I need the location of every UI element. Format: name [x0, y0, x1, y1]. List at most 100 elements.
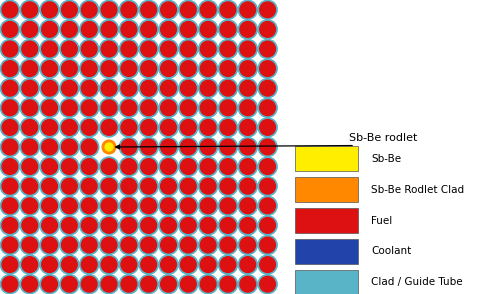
Circle shape [20, 255, 40, 274]
Circle shape [238, 216, 258, 235]
Circle shape [80, 39, 99, 59]
Circle shape [180, 41, 196, 57]
Circle shape [101, 80, 117, 96]
Circle shape [40, 20, 59, 39]
Circle shape [60, 137, 79, 157]
Circle shape [101, 120, 117, 135]
Circle shape [260, 218, 276, 233]
Circle shape [20, 0, 40, 19]
Circle shape [60, 78, 79, 98]
Circle shape [82, 41, 97, 57]
Circle shape [160, 178, 176, 194]
Circle shape [240, 139, 256, 155]
Circle shape [2, 100, 18, 116]
Circle shape [0, 78, 20, 98]
Circle shape [260, 257, 276, 273]
Circle shape [180, 159, 196, 174]
Text: Clad / Guide Tube: Clad / Guide Tube [371, 277, 462, 287]
Circle shape [141, 139, 156, 155]
Circle shape [62, 120, 77, 135]
Circle shape [160, 237, 176, 253]
Circle shape [159, 98, 178, 117]
Circle shape [218, 137, 238, 157]
Circle shape [139, 98, 158, 117]
Circle shape [240, 198, 256, 214]
Circle shape [119, 216, 139, 235]
Circle shape [240, 100, 256, 116]
Circle shape [60, 20, 79, 39]
Circle shape [40, 118, 59, 137]
Circle shape [240, 276, 256, 292]
Circle shape [42, 21, 58, 37]
Circle shape [101, 2, 117, 18]
Circle shape [82, 198, 97, 214]
Circle shape [178, 275, 198, 294]
Circle shape [60, 157, 79, 176]
Circle shape [220, 178, 236, 194]
Circle shape [101, 100, 117, 116]
Circle shape [159, 275, 178, 294]
Circle shape [80, 177, 99, 196]
Circle shape [178, 39, 198, 59]
Circle shape [159, 157, 178, 176]
Circle shape [42, 100, 58, 116]
Circle shape [220, 237, 236, 253]
Circle shape [159, 137, 178, 157]
Circle shape [60, 0, 79, 19]
Circle shape [121, 139, 136, 155]
Circle shape [160, 276, 176, 292]
Circle shape [218, 118, 238, 137]
Circle shape [260, 139, 276, 155]
Circle shape [40, 275, 59, 294]
Circle shape [159, 0, 178, 19]
Circle shape [22, 61, 38, 76]
Circle shape [139, 157, 158, 176]
Circle shape [80, 98, 99, 117]
Circle shape [100, 0, 118, 19]
Circle shape [198, 196, 218, 216]
Circle shape [200, 21, 216, 37]
Circle shape [141, 61, 156, 76]
Circle shape [218, 275, 238, 294]
Circle shape [180, 139, 196, 155]
Circle shape [141, 198, 156, 214]
Circle shape [178, 216, 198, 235]
Circle shape [2, 139, 18, 155]
Circle shape [159, 196, 178, 216]
Circle shape [180, 257, 196, 273]
Circle shape [101, 21, 117, 37]
FancyBboxPatch shape [296, 239, 358, 264]
Circle shape [82, 218, 97, 233]
Circle shape [178, 196, 198, 216]
Circle shape [22, 100, 38, 116]
Circle shape [238, 196, 258, 216]
Circle shape [0, 196, 20, 216]
Circle shape [178, 98, 198, 117]
Circle shape [141, 21, 156, 37]
Circle shape [2, 159, 18, 174]
Circle shape [160, 218, 176, 233]
Circle shape [80, 157, 99, 176]
Circle shape [20, 39, 40, 59]
FancyBboxPatch shape [296, 177, 358, 202]
Circle shape [2, 237, 18, 253]
Circle shape [159, 78, 178, 98]
Circle shape [141, 2, 156, 18]
Circle shape [139, 196, 158, 216]
Circle shape [40, 0, 59, 19]
Circle shape [0, 20, 20, 39]
Circle shape [62, 2, 77, 18]
Circle shape [119, 98, 139, 117]
Circle shape [40, 157, 59, 176]
Circle shape [42, 61, 58, 76]
Circle shape [62, 80, 77, 96]
Circle shape [198, 235, 218, 255]
Text: Fuel: Fuel [371, 216, 392, 225]
Circle shape [218, 20, 238, 39]
Circle shape [240, 41, 256, 57]
Circle shape [22, 237, 38, 253]
Circle shape [260, 41, 276, 57]
Circle shape [240, 237, 256, 253]
Circle shape [160, 100, 176, 116]
Circle shape [238, 275, 258, 294]
